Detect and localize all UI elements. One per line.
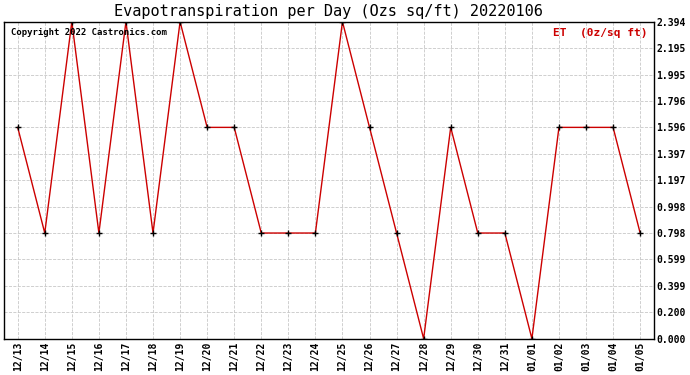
Text: ET  (0z/sq ft): ET (0z/sq ft) bbox=[553, 28, 647, 38]
Text: Copyright 2022 Castronics.com: Copyright 2022 Castronics.com bbox=[10, 28, 166, 37]
Title: Evapotranspiration per Day (Ozs sq/ft) 20220106: Evapotranspiration per Day (Ozs sq/ft) 2… bbox=[115, 4, 543, 19]
